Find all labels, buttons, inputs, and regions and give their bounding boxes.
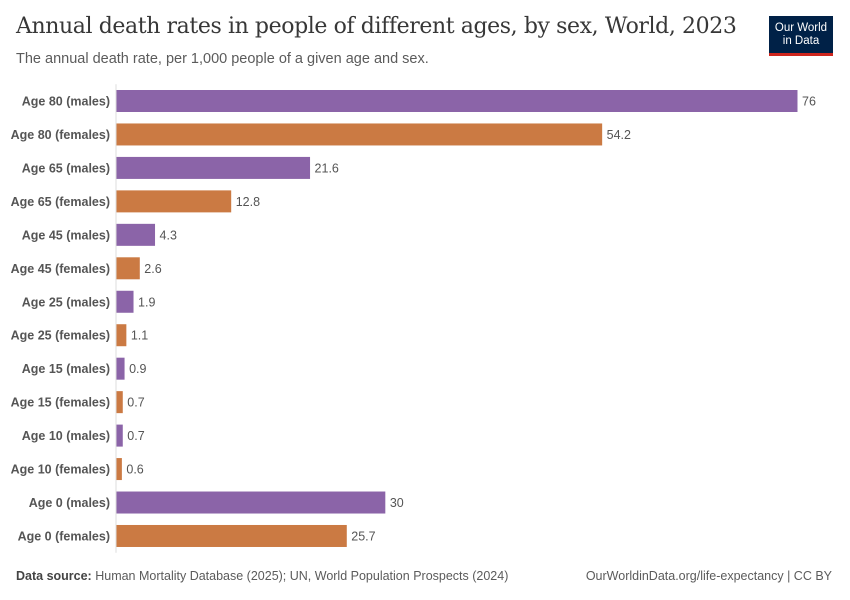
value-label: 30 — [390, 496, 404, 510]
value-label: 1.9 — [138, 295, 155, 309]
value-label: 25.7 — [351, 529, 375, 543]
category-label: Age 80 (males) — [22, 95, 110, 109]
value-label: 76 — [802, 95, 816, 109]
bar[interactable] — [116, 491, 386, 514]
value-label: 0.6 — [126, 463, 143, 477]
category-label: Age 10 (females) — [11, 463, 110, 477]
bar[interactable] — [116, 190, 232, 213]
category-label: Age 45 (females) — [11, 262, 110, 276]
category-label: Age 15 (males) — [22, 362, 110, 376]
value-label: 12.8 — [236, 195, 260, 209]
category-label: Age 80 (females) — [11, 128, 110, 142]
category-label: Age 25 (females) — [11, 329, 110, 343]
bar[interactable] — [116, 324, 127, 347]
chart-subtitle: The annual death rate, per 1,000 people … — [16, 51, 429, 67]
bar[interactable] — [116, 90, 798, 112]
category-label: Age 45 (males) — [22, 228, 110, 242]
value-label: 54.2 — [607, 128, 631, 142]
bar[interactable] — [116, 424, 123, 447]
value-label: 2.6 — [144, 262, 161, 276]
source-label: Data source: — [16, 569, 92, 583]
category-label: Age 0 (males) — [29, 496, 110, 510]
source-url[interactable]: OurWorldinData.org/life-expectancy | CC … — [585, 569, 832, 583]
value-label: 21.6 — [315, 161, 339, 175]
source-text: Human Mortality Database (2025); UN, Wor… — [95, 569, 509, 583]
value-label: 0.7 — [127, 396, 144, 410]
value-label: 1.1 — [131, 329, 148, 343]
chart-title: Annual death rates in people of differen… — [16, 14, 737, 39]
bar[interactable] — [116, 290, 134, 313]
category-label: Age 65 (males) — [22, 161, 110, 175]
bar[interactable] — [116, 156, 311, 179]
bar[interactable] — [116, 257, 140, 280]
bar[interactable] — [116, 458, 122, 481]
category-label: Age 0 (females) — [18, 529, 110, 543]
value-label: 0.7 — [127, 429, 144, 443]
category-label: Age 65 (females) — [11, 195, 110, 209]
bar[interactable] — [116, 223, 156, 246]
value-label: 4.3 — [160, 228, 177, 242]
bar[interactable] — [116, 357, 125, 380]
owid-logo[interactable]: Our World in Data — [769, 16, 833, 56]
category-label: Age 25 (males) — [22, 295, 110, 309]
category-label: Age 10 (males) — [22, 429, 110, 443]
bar[interactable] — [116, 524, 347, 547]
bar[interactable] — [116, 391, 123, 414]
data-source: Data source: Human Mortality Database (2… — [16, 569, 508, 583]
bar[interactable] — [116, 123, 603, 146]
category-label: Age 15 (females) — [11, 396, 110, 410]
value-label: 0.9 — [129, 362, 146, 376]
